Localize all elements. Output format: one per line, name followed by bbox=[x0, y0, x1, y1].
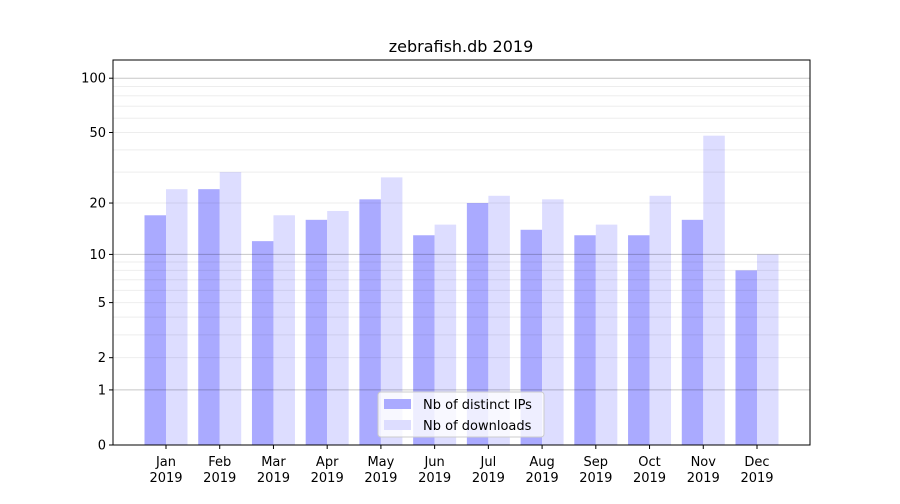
legend-swatch bbox=[384, 399, 411, 409]
x-tick-label: Feb 2019 bbox=[203, 455, 236, 486]
bar-distinct-ips bbox=[628, 235, 650, 445]
bar-distinct-ips bbox=[466, 203, 489, 445]
y-tick-label: 100 bbox=[81, 72, 106, 87]
bar-downloads bbox=[757, 254, 779, 445]
x-tick-label: Sep 2019 bbox=[579, 455, 612, 486]
bar-distinct-ips bbox=[520, 229, 543, 445]
bar-downloads bbox=[488, 195, 510, 445]
bar-downloads bbox=[219, 172, 242, 445]
bar-downloads bbox=[595, 224, 618, 445]
bar-downloads bbox=[327, 210, 349, 445]
bar-distinct-ips bbox=[735, 270, 757, 445]
x-tick-label: Apr 2019 bbox=[311, 455, 344, 486]
y-tick-label: 5 bbox=[98, 296, 106, 311]
bar-distinct-ips bbox=[251, 241, 274, 445]
bar-distinct-ips bbox=[359, 199, 381, 445]
x-tick-label: Aug 2019 bbox=[526, 455, 559, 486]
y-tick-label: 0 bbox=[98, 439, 106, 454]
x-tick-label: Jul 2019 bbox=[472, 455, 505, 486]
legend: Nb of distinct IPs Nb of downloads bbox=[377, 391, 545, 438]
legend-label: Nb of downloads bbox=[423, 419, 532, 434]
bar-downloads bbox=[273, 215, 295, 445]
x-tick-label: Jun 2019 bbox=[418, 455, 451, 486]
bar-distinct-ips bbox=[144, 215, 166, 445]
y-tick-label: 1 bbox=[98, 383, 106, 398]
x-tick-label: Oct 2019 bbox=[633, 455, 666, 486]
y-tick-label: 20 bbox=[89, 197, 106, 212]
bar-distinct-ips bbox=[198, 189, 220, 445]
bar-distinct-ips bbox=[681, 219, 704, 445]
bar-downloads bbox=[649, 195, 672, 445]
y-tick-label: 50 bbox=[89, 126, 106, 141]
x-tick-label: Mar 2019 bbox=[257, 455, 290, 486]
legend-label: Nb of distinct IPs bbox=[423, 398, 532, 413]
y-tick-label: 2 bbox=[98, 351, 106, 366]
x-tick-label: Jan 2019 bbox=[149, 455, 182, 486]
bar-downloads bbox=[434, 224, 457, 445]
bar-downloads bbox=[703, 135, 725, 445]
bar-downloads bbox=[166, 189, 188, 445]
bar-downloads bbox=[380, 177, 403, 445]
x-tick-label: Dec 2019 bbox=[740, 455, 773, 486]
y-tick-label: 10 bbox=[89, 248, 106, 263]
x-tick-label: May 2019 bbox=[364, 455, 397, 486]
bar-distinct-ips bbox=[574, 235, 596, 445]
legend-swatch bbox=[384, 420, 411, 430]
legend-box bbox=[377, 391, 545, 438]
x-tick-label: Nov 2019 bbox=[687, 455, 720, 486]
plot-frame bbox=[112, 59, 811, 446]
bar-downloads bbox=[542, 199, 564, 445]
chart-title: zebrafish.db 2019 bbox=[389, 37, 534, 56]
bar-distinct-ips bbox=[305, 219, 328, 445]
